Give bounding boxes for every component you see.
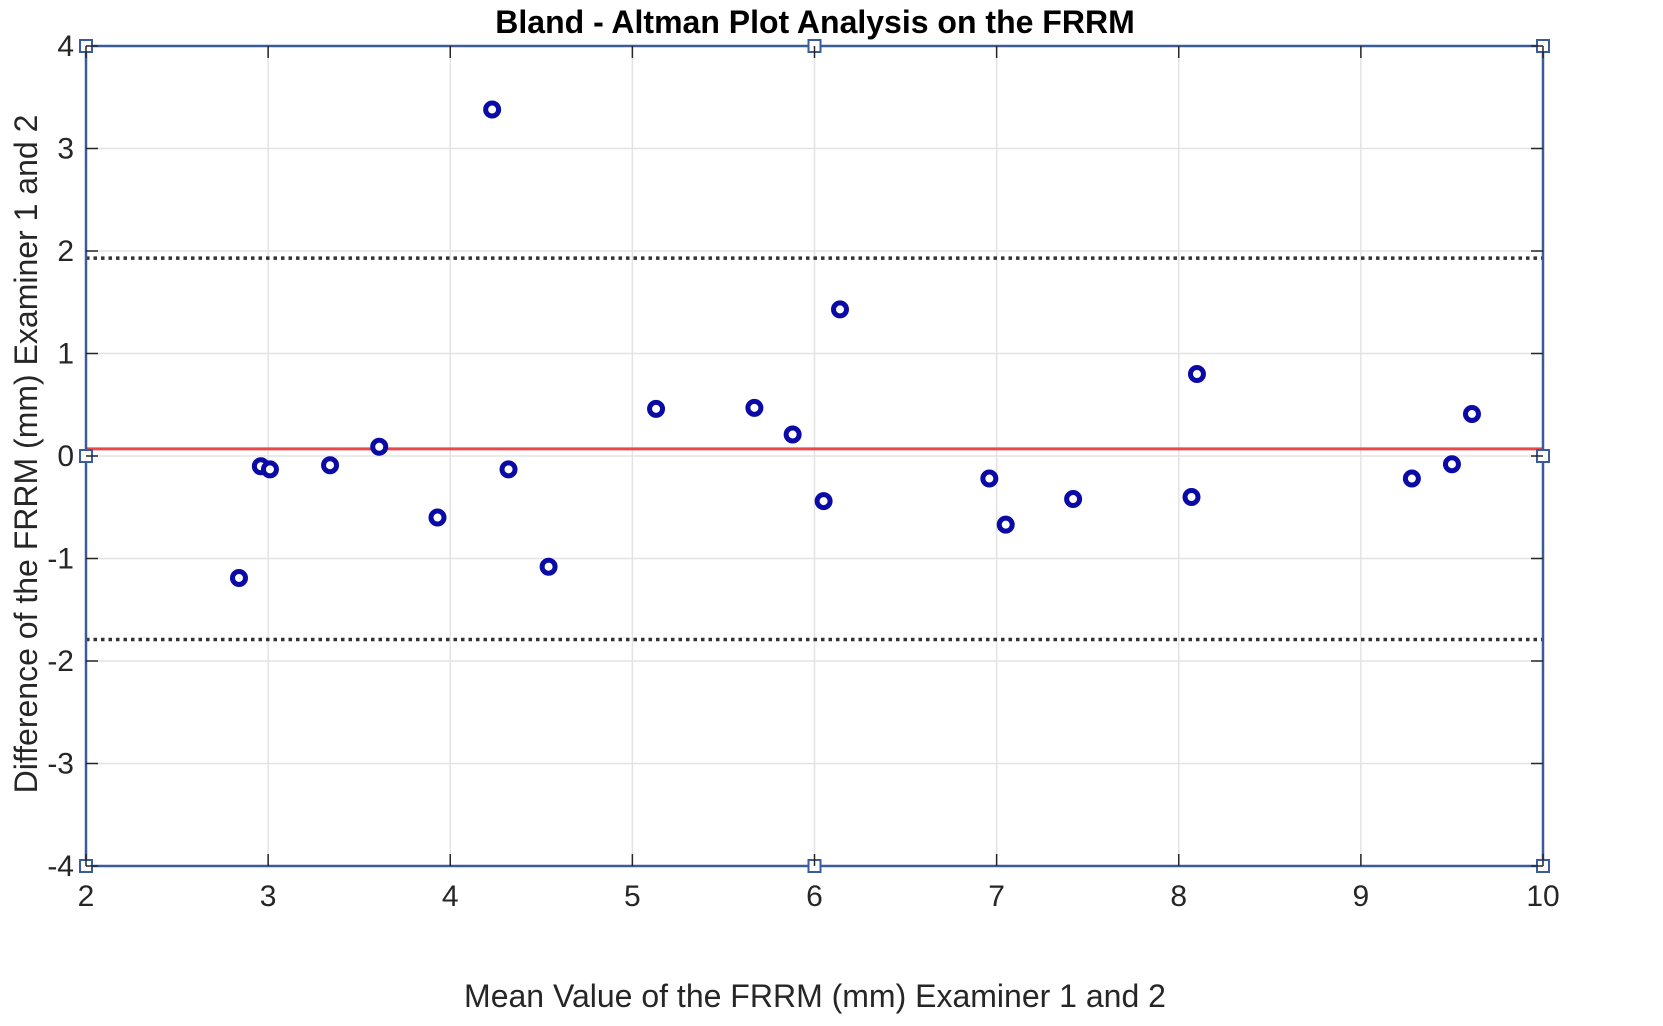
data-point <box>783 425 802 444</box>
y-tick-label: -3 <box>47 748 74 781</box>
data-point <box>814 492 833 511</box>
y-axis-label: Difference of the FRRM (mm) Examiner 1 a… <box>8 115 44 794</box>
ticks: 2 3 4 5 6 7 8 9 10 -4 -3 -2 -1 0 1 2 3 4 <box>47 30 1559 913</box>
x-tick-label: 6 <box>806 880 823 913</box>
data-point <box>996 515 1015 534</box>
data-point <box>229 568 248 587</box>
data-point <box>499 460 518 479</box>
data-point <box>830 300 849 319</box>
data-point <box>1402 469 1421 488</box>
data-point <box>980 469 999 488</box>
data-point <box>1064 490 1083 509</box>
reference-lines <box>86 256 1543 642</box>
x-tick-label: 9 <box>1353 880 1370 913</box>
data-point <box>745 398 764 417</box>
data-point <box>647 399 666 418</box>
y-tick-label: 1 <box>57 338 74 371</box>
data-point <box>1182 488 1201 506</box>
y-tick-label: 4 <box>57 30 74 63</box>
x-tick-label: 4 <box>442 880 459 913</box>
y-tick-label: -1 <box>47 543 74 576</box>
x-axis-label: Mean Value of the FRRM (mm) Examiner 1 a… <box>464 978 1166 1014</box>
x-tick-label: 10 <box>1526 880 1559 913</box>
data-points <box>229 100 1481 587</box>
x-tick-label: 2 <box>78 880 95 913</box>
grid-layer <box>85 45 1544 867</box>
x-tick-label: 5 <box>624 880 641 913</box>
data-point <box>539 557 558 576</box>
data-point <box>260 460 279 479</box>
chart-title: Bland - Altman Plot Analysis on the FRRM <box>495 4 1134 40</box>
y-tick-label: -2 <box>47 645 74 678</box>
y-tick-label: 2 <box>57 235 74 268</box>
data-point <box>483 100 502 119</box>
y-tick-label: 3 <box>57 133 74 166</box>
x-tick-label: 7 <box>988 880 1005 913</box>
data-point <box>1462 404 1481 423</box>
y-tick-label: -4 <box>47 850 74 883</box>
y-tick-label: 0 <box>57 440 74 473</box>
data-point <box>428 508 447 527</box>
x-tick-label: 3 <box>260 880 277 913</box>
data-point <box>1187 365 1206 383</box>
data-point <box>1442 455 1461 474</box>
data-point <box>370 437 389 456</box>
x-tick-label: 8 <box>1170 880 1187 913</box>
data-point <box>321 456 340 475</box>
